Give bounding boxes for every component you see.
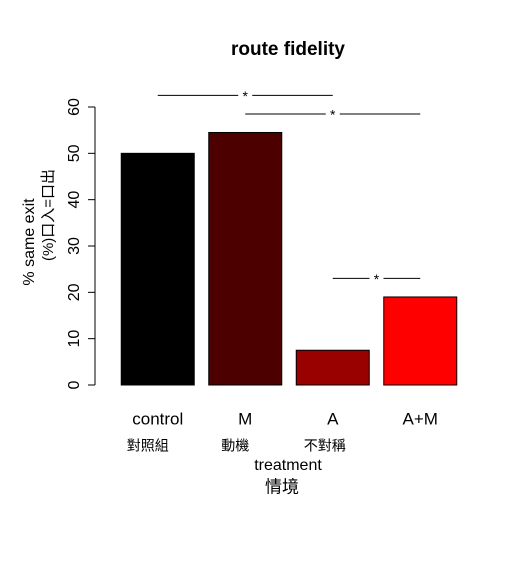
y-tick-label: 20 [66, 283, 83, 301]
significance-gap [369, 272, 384, 285]
x-tick-label: control [132, 409, 183, 428]
y-tick-label: 30 [66, 237, 83, 255]
y-tick-label: 50 [66, 144, 83, 162]
y-tick-label: 0 [66, 380, 83, 389]
x-axis-label-secondary: 情境 [265, 477, 299, 496]
y-tick-label: 60 [66, 98, 83, 116]
significance-label: * [243, 88, 249, 104]
y-axis-label-secondary: (%)口入=口出 [40, 169, 57, 261]
y-tick-label: 10 [66, 330, 83, 348]
x-tick-sublabel: 動機 [221, 438, 249, 454]
significance-label: * [374, 271, 380, 287]
bar [208, 131, 283, 386]
x-tick-sublabel: 對照組 [127, 438, 169, 454]
bar [120, 152, 195, 386]
bar [383, 296, 458, 386]
x-axis-label: treatment [254, 457, 322, 474]
x-tick-label: A [327, 409, 339, 428]
x-tick-sublabel: 不對稱 [304, 438, 346, 454]
significance-gap [238, 89, 253, 102]
bar [295, 349, 370, 386]
y-tick-label: 40 [66, 191, 83, 209]
x-tick-label: A+M [403, 409, 438, 428]
x-tick-label: M [238, 409, 252, 428]
chart-title: route fidelity [231, 39, 345, 60]
significance-label: * [330, 107, 336, 123]
significance-gap [325, 107, 340, 120]
y-axis-label: % same exit [21, 198, 38, 286]
